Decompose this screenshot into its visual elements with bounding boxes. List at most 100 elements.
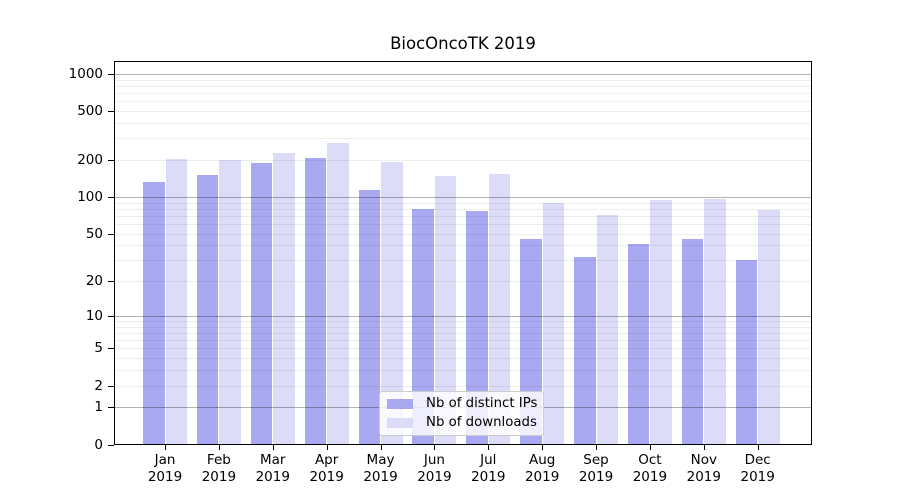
- gridline-minor-800: [114, 85, 812, 87]
- bar-downloads-apr: [327, 142, 349, 444]
- xtick-may: [380, 445, 382, 450]
- xtick-label-apr: Apr 2019: [309, 452, 344, 485]
- xtick-jul: [488, 445, 490, 450]
- xtick-mar: [272, 445, 274, 450]
- bar-distinct-ips-jun: [412, 209, 434, 444]
- gridline-minor-500: [114, 111, 812, 113]
- ytick-0: [108, 444, 114, 446]
- ytick-1: [108, 407, 114, 409]
- ytick-2: [108, 385, 114, 387]
- ytick-label-5: 5: [94, 340, 103, 357]
- ytick-100: [108, 196, 114, 198]
- gridline-major-100: [114, 196, 812, 198]
- bar-distinct-ips-jan: [143, 181, 165, 444]
- ytick-label-10: 10: [85, 307, 103, 324]
- ytick-label-200: 200: [77, 152, 103, 169]
- gridline-minor-700: [114, 93, 812, 95]
- legend-entry-downloads: Nb of downloads: [387, 416, 543, 430]
- xtick-label-may: May 2019: [363, 452, 398, 485]
- chart-title: BiocOncoTK 2019: [390, 34, 536, 53]
- legend-label-downloads: Nb of downloads: [426, 415, 537, 430]
- bar-distinct-ips-dec: [735, 260, 758, 444]
- legend-swatch-downloads: [387, 418, 413, 428]
- xtick-label-mar: Mar 2019: [255, 452, 290, 485]
- gridline-minor-2: [114, 385, 812, 387]
- xtick-label-nov: Nov 2019: [686, 452, 721, 485]
- gridline-minor-50: [114, 233, 812, 235]
- bar-downloads-nov: [704, 199, 726, 444]
- gridline-minor-7: [114, 332, 812, 334]
- ytick-200: [108, 160, 114, 162]
- gridline-minor-60: [114, 224, 812, 225]
- ytick-label-1: 1: [94, 399, 103, 416]
- gridline-minor-200: [114, 160, 812, 162]
- xtick-feb: [218, 445, 220, 450]
- ytick-1000: [108, 73, 114, 75]
- bar-downloads-mar: [273, 152, 295, 444]
- ytick-5: [108, 348, 114, 350]
- bar-downloads-aug: [542, 203, 565, 444]
- xtick-label-dec: Dec 2019: [740, 452, 775, 485]
- xtick-label-oct: Oct 2019: [632, 452, 668, 485]
- bar-downloads-oct: [650, 199, 672, 444]
- gridline-minor-3: [114, 370, 812, 372]
- gridline-minor-30: [114, 260, 812, 262]
- xtick-apr: [326, 445, 328, 450]
- xtick-label-jun: Jun 2019: [417, 452, 452, 485]
- xtick-jun: [434, 445, 436, 450]
- gridline-minor-400: [114, 123, 812, 124]
- bar-distinct-ips-feb: [196, 175, 219, 444]
- gridline-minor-900: [114, 79, 812, 81]
- bar-distinct-ips-apr: [304, 158, 327, 444]
- legend-label-distinct-ips: Nb of distinct IPs: [426, 396, 538, 411]
- ytick-label-0: 0: [94, 436, 103, 453]
- legend-swatch-distinct-ips: [387, 399, 413, 409]
- gridline-minor-4: [114, 358, 812, 360]
- legend-entry-distinct-ips: Nb of distinct IPs: [387, 397, 543, 411]
- bar-distinct-ips-sep: [574, 256, 596, 444]
- gridline-minor-20: [114, 281, 812, 283]
- ytick-50: [108, 233, 114, 235]
- xtick-sep: [596, 445, 598, 450]
- xtick-jan: [165, 445, 166, 450]
- bar-downloads-dec: [758, 210, 780, 444]
- legend: Nb of distinct IPs Nb of downloads: [379, 391, 544, 436]
- gridline-minor-9: [114, 321, 812, 322]
- xtick-aug: [542, 445, 544, 450]
- bar-downloads-jul: [488, 173, 511, 444]
- bar-downloads-sep: [596, 215, 619, 444]
- ytick-500: [108, 111, 114, 113]
- ytick-label-2: 2: [94, 377, 103, 394]
- xtick-nov: [703, 445, 705, 450]
- gridline-major-10: [114, 315, 812, 317]
- xtick-oct: [649, 445, 651, 450]
- bar-distinct-ips-nov: [681, 239, 704, 444]
- bar-downloads-jan: [165, 158, 187, 444]
- ytick-10: [108, 315, 114, 317]
- gridline-minor-8: [114, 326, 812, 328]
- bar-distinct-ips-oct: [627, 244, 650, 444]
- gridline-minor-300: [114, 138, 812, 140]
- ytick-label-50: 50: [85, 225, 103, 242]
- gridline-minor-80: [114, 208, 812, 210]
- bar-downloads-feb: [219, 160, 241, 444]
- gridline-minor-90: [114, 202, 812, 204]
- ytick-label-500: 500: [77, 103, 103, 120]
- gridline-minor-70: [114, 215, 812, 217]
- ytick-label-1000: 1000: [68, 65, 103, 82]
- xtick-label-aug: Aug 2019: [524, 452, 560, 485]
- ytick-20: [108, 281, 114, 283]
- ytick-label-20: 20: [85, 273, 103, 290]
- bar-distinct-ips-mar: [250, 163, 273, 444]
- bar-downloads-jun: [434, 176, 457, 444]
- gridline-minor-5: [114, 348, 812, 350]
- xtick-label-feb: Feb 2019: [201, 452, 237, 485]
- gridline-minor-600: [114, 101, 812, 103]
- bar-distinct-ips-jul: [466, 210, 488, 444]
- xtick-label-jul: Jul 2019: [471, 452, 506, 485]
- bar-distinct-ips-may: [358, 190, 381, 444]
- xtick-label-sep: Sep 2019: [578, 452, 614, 485]
- bar-downloads-may: [381, 162, 403, 444]
- gridline-minor-6: [114, 340, 812, 342]
